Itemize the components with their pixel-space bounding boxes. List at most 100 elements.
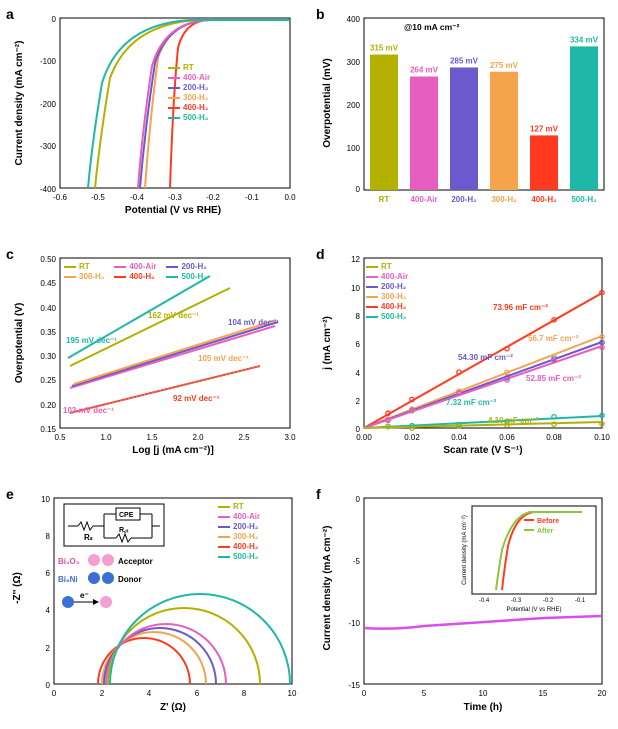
panel-c-label: c [6, 246, 14, 262]
d-leg-400air: 400-Air [381, 272, 408, 281]
panel-b-note: @10 mA cm⁻² [404, 22, 460, 32]
svg-text:2.0: 2.0 [192, 433, 204, 442]
d-annot-7396: 73.96 mF cm⁻² [493, 303, 548, 312]
svg-text:0.45: 0.45 [40, 279, 56, 288]
svg-text:0: 0 [46, 681, 51, 690]
legend-200h2: 200-H₂ [183, 83, 208, 92]
c-annot-92: 92 mV dec⁻¹ [173, 394, 219, 403]
panel-c-xlabel: Log [j (mA cm⁻²)] [132, 445, 214, 456]
circ-rs: Rₛ [84, 533, 93, 542]
svg-text:-0.6: -0.6 [53, 193, 67, 202]
panel-a-chart: 0 -100 -200 -300 -400 -0.6 -0.5 -0.4 -0.… [8, 8, 308, 226]
bar-value-0: 315 mV [370, 44, 399, 53]
svg-text:200: 200 [347, 101, 361, 110]
panel-c-ylabel: Overpotential (V) [14, 303, 25, 384]
e-leg-400h2: 400-H₂ [233, 542, 258, 551]
e-electron: e⁻ [80, 591, 89, 600]
svg-text:0: 0 [362, 689, 367, 698]
circ-rct: R꜀ₜ [119, 527, 129, 534]
bar-value-3: 275 mV [490, 61, 519, 70]
svg-text:8: 8 [356, 312, 361, 321]
bar-value-5: 334 mV [570, 35, 599, 44]
c-leg-rt: RT [79, 262, 90, 271]
panel-c-legend: RT 400-Air 200-H₂ 300-H₂ 400-H₂ 500-H₂ [64, 262, 207, 281]
bar-4 [530, 135, 558, 190]
svg-text:8: 8 [242, 689, 247, 698]
e-leg-300h2: 300-H₂ [233, 532, 258, 541]
svg-text:-300: -300 [40, 142, 57, 151]
bar-value-4: 127 mV [530, 124, 559, 133]
svg-text:0.30: 0.30 [40, 352, 56, 361]
d-leg-200h2: 200-H₂ [381, 282, 406, 291]
panel-f-ylabel: Current density (mA cm⁻²) [322, 526, 333, 651]
svg-text:-15: -15 [348, 681, 360, 690]
e-donor: Donor [118, 575, 142, 584]
svg-text:-0.2: -0.2 [206, 193, 220, 202]
bar-cat-1: 400-Air [410, 195, 437, 204]
svg-text:0.40: 0.40 [40, 304, 56, 313]
panel-e-label: e [6, 486, 14, 502]
panel-e-ylabel: -Z'' (Ω) [12, 572, 23, 604]
e-bi6ni: Bi₆Ni [58, 575, 78, 584]
c-leg-400h2: 400-H₂ [129, 272, 154, 281]
bar-cat-3: 300-H₂ [491, 195, 517, 204]
svg-text:10: 10 [41, 495, 50, 504]
svg-text:-200: -200 [40, 100, 57, 109]
inset-before: Before [537, 518, 559, 525]
svg-text:10: 10 [479, 689, 488, 698]
svg-text:0.00: 0.00 [356, 433, 372, 442]
inset-ylabel: Current density (mA cm⁻²) [462, 515, 468, 585]
svg-text:5: 5 [422, 689, 427, 698]
panel-e-legend: RT 400-Air 200-H₂ 300-H₂ 400-H₂ 500-H₂ [218, 502, 260, 561]
bar-cat-0: RT [379, 195, 390, 204]
svg-text:20: 20 [598, 689, 607, 698]
c-annot-105: 105 mV dec⁻¹ [198, 354, 249, 363]
bar-value-2: 285 mV [450, 56, 479, 65]
c-leg-500h2: 500-H₂ [181, 272, 206, 281]
svg-text:4: 4 [147, 689, 152, 698]
svg-text:12: 12 [351, 255, 360, 264]
e-leg-500h2: 500-H₂ [233, 552, 258, 561]
panel-b-chart: 400 300 200 100 0 @10 mA cm⁻² 315 mVRT26… [318, 8, 614, 226]
svg-text:-0.3: -0.3 [511, 598, 522, 604]
panel-f-label: f [316, 486, 321, 502]
svg-text:-0.5: -0.5 [91, 193, 105, 202]
svg-text:-0.1: -0.1 [245, 193, 259, 202]
c-annot-104: 104 mV dec⁻¹ [228, 318, 279, 327]
panel-a-label: a [6, 6, 14, 22]
legend-500h2: 500-H₂ [183, 113, 208, 122]
svg-text:0.08: 0.08 [546, 433, 562, 442]
bar-1 [410, 76, 438, 190]
c-leg-200h2: 200-H₂ [181, 262, 206, 271]
d-leg-400h2: 400-H₂ [381, 302, 406, 311]
svg-text:-0.2: -0.2 [543, 598, 554, 604]
panel-e-chart: 024 6810 024 6810 Rₛ [8, 488, 308, 720]
svg-text:1.5: 1.5 [146, 433, 158, 442]
svg-text:-10: -10 [348, 619, 360, 628]
e-leg-200h2: 200-H₂ [233, 522, 258, 531]
svg-text:-0.3: -0.3 [168, 193, 182, 202]
svg-text:0.50: 0.50 [40, 255, 56, 264]
legend-rt: RT [183, 63, 194, 72]
d-leg-rt: RT [381, 262, 392, 271]
svg-text:0: 0 [52, 15, 57, 24]
panel-b-label: b [316, 6, 325, 22]
svg-text:4: 4 [356, 369, 361, 378]
d-annot-732: 7.32 mF cm⁻² [446, 398, 496, 407]
svg-text:0: 0 [356, 185, 361, 194]
panel-f-chart: 0-5-10-15 05101520 -0.4-0.3-0.2-0.1 Pote… [318, 488, 614, 720]
circ-cpe: CPE [119, 512, 134, 519]
legend-400air: 400-Air [183, 73, 210, 82]
svg-text:0.02: 0.02 [404, 433, 420, 442]
svg-text:6: 6 [356, 340, 361, 349]
svg-text:6: 6 [46, 569, 51, 578]
c-annot-103: 103 mV dec⁻¹ [63, 406, 114, 415]
d-leg-300h2: 300-H₂ [381, 292, 406, 301]
svg-text:4: 4 [46, 606, 51, 615]
panel-d-label: d [316, 246, 325, 262]
svg-text:1.0: 1.0 [100, 433, 112, 442]
svg-text:400: 400 [347, 15, 361, 24]
panel-d-xlabel: Scan rate (V S⁻¹) [443, 445, 522, 456]
svg-text:0.06: 0.06 [499, 433, 515, 442]
bar-value-1: 264 mV [410, 65, 439, 74]
